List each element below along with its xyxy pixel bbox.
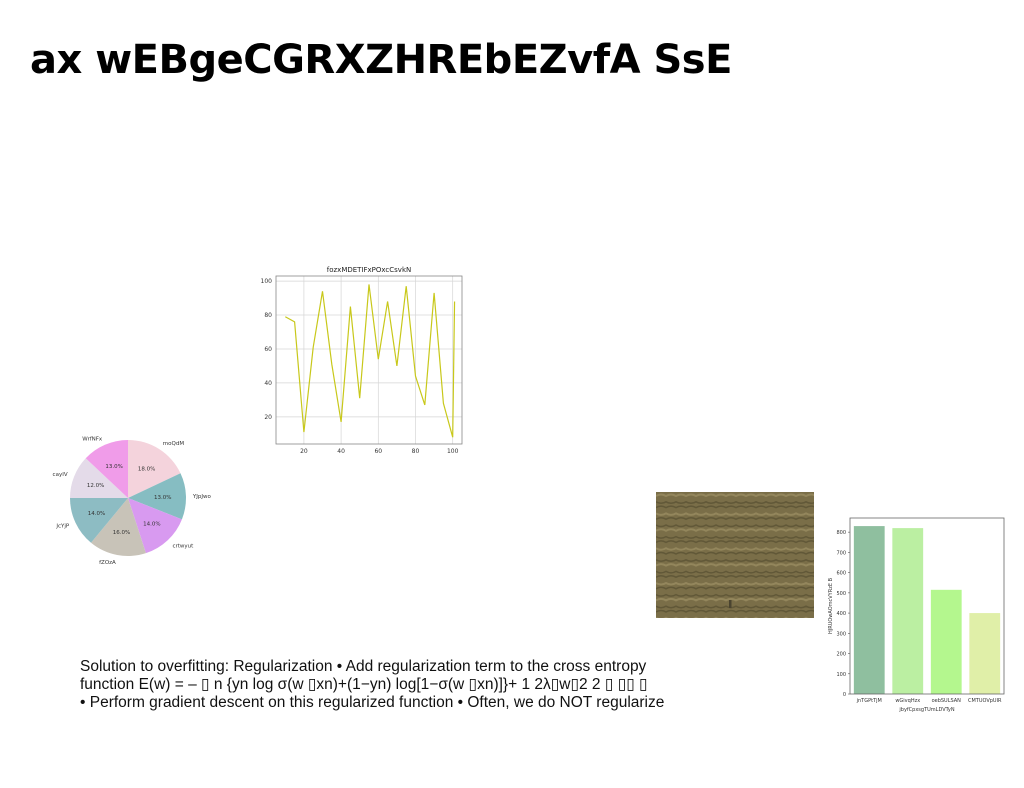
x-tick-label: 80 [412,448,420,455]
bar [853,526,885,694]
wave-stripe [655,524,817,528]
y-tick-label: 40 [264,380,272,387]
y-tick-label: 60 [264,346,272,353]
person-silhouette [729,600,732,608]
pie-category-label: WrfNFx [82,436,103,442]
y-tick-label: 20 [264,414,272,421]
x-axis-label: jbyfCpxsgTUmLDVTyN [898,707,954,713]
pie-slice [128,473,186,520]
wave-stripe [655,593,817,597]
pie-percent-label: 13.0% [154,495,171,501]
pie-slice [70,498,128,543]
bar [930,589,962,694]
wave-stripe [655,493,817,498]
plot-frame [275,275,463,445]
x-tick-label: 60 [374,448,382,455]
pie-category-label: crtwyut [172,543,194,549]
wave-stripe [655,570,817,574]
wave-stripe [655,505,817,509]
wave-stripe [655,586,817,590]
pie-category-label: JcYjP [55,524,70,530]
wave-stripe [655,500,817,505]
bar [969,613,1001,694]
x-tick-label: jnTGPtTjM [856,698,882,704]
x-tick-label: 20 [300,448,308,455]
wave-stripe [655,609,817,613]
wave-stripe [655,516,817,521]
wave-stripe [655,535,817,539]
line-chart: fozxMDETIFxPOxcCsvkN 20 40 60 80 100 20 40 60 80 1… [252,262,464,460]
pie-chart: 18.0% moQdM 13.0% YJpJwo 14.0% crtwyut 16.0% fZ… [48,410,223,595]
x-tick-label: CMTUOVpUIR [968,698,1002,704]
x-tick-label: oebSULSAN [932,698,962,704]
wave-stripe [655,551,817,555]
slide-title: ax wEBgeCGRXZHREbEZvfA SsE [30,37,732,83]
line-series [285,284,456,438]
pie-category-label: fZOzA [99,560,116,566]
pie-percent-label: 16.0% [113,530,130,536]
bar-chart: 0 100 200 300 400 500 600 700 800 jnTGPtTjM wGivqH… [826,510,1006,720]
bar [892,528,924,694]
wave-stripe [655,581,817,586]
body-line: Solution to overfitting: Regularization … [80,658,647,675]
water-photo [655,492,817,621]
y-tick-label: 600 [836,571,846,577]
y-tick-label: 100 [836,672,846,678]
pie-percent-label: 12.0% [87,483,104,489]
pie-percent-label: 14.0% [143,521,160,527]
wave-stripe [655,547,817,551]
body-line: • Perform gradient descent on this regul… [80,694,665,711]
y-tick-label: 200 [836,652,846,658]
y-tick-label: 800 [836,530,846,536]
wave-stripe [655,540,817,544]
pie-percent-label: 14.0% [88,511,105,517]
wave-stripe [655,558,817,563]
pie-category-label: moQdM [163,441,185,447]
wave-stripe [655,574,817,579]
y-axis-label: HJRUOwAOmcVYRzE B [828,577,834,634]
pie-slice [128,498,182,554]
body-text: Solution to overfitting: Regularization … [80,658,700,712]
wave-stripe [655,605,817,609]
y-tick-label: 300 [836,631,846,637]
pie-category-label: YJpJwo [192,494,212,500]
plot-frame [849,517,1005,695]
pie-category-label: cayIV [53,472,68,478]
pie-slice [70,458,128,498]
y-tick-label: 0 [843,692,846,698]
y-tick-label: 100 [261,278,273,285]
pie-slice [85,440,128,498]
x-tick-label: 100 [447,448,459,455]
pie-percent-label: 18.0% [138,467,155,473]
wave-stripe [655,512,817,516]
x-tick-label: 40 [337,448,345,455]
pie-percent-label: 13.0% [105,464,122,470]
y-tick-label: 80 [264,312,272,319]
pie-slice [91,498,146,556]
y-tick-label: 700 [836,550,846,556]
pie-slice [128,440,181,498]
y-tick-label: 400 [836,611,846,617]
wave-stripe [655,563,817,567]
line-chart-title: fozxMDETIFxPOxcCsvkN [327,266,412,274]
x-tick-label: wGivqHzx [895,698,920,704]
wave-stripe [655,528,817,532]
y-tick-label: 500 [836,591,846,597]
body-line: function E(w) = – ▯ n {yn log σ(w ▯xn)+(… [80,676,648,693]
wave-stripe [655,597,817,602]
